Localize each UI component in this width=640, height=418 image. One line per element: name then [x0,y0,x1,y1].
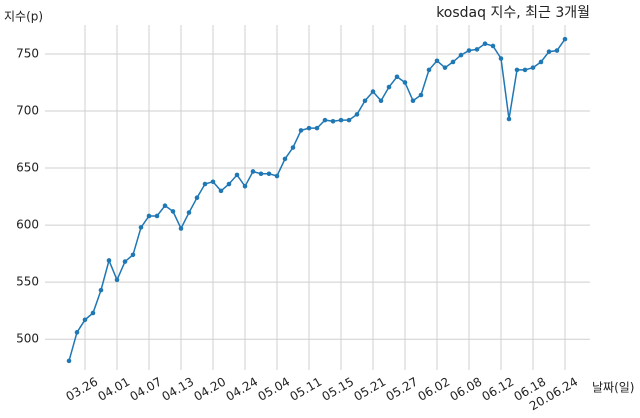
point [466,48,472,53]
point [282,156,288,162]
point [450,59,456,65]
x-tick-label: 05.04 [255,375,292,404]
line [68,38,566,362]
point [546,49,552,54]
y-tick-label: 600 [16,218,39,232]
point [130,252,136,258]
point [162,203,168,209]
point [66,358,72,364]
chart-title: kosdaq 지수, 최근 3개월 [436,5,590,21]
point [362,98,368,104]
point [386,84,392,90]
point [410,98,416,104]
x-tick-label: 04.07 [127,375,164,404]
point [378,98,384,104]
point [234,172,240,178]
point [90,310,96,316]
x-tick-label: 06.12 [479,375,516,404]
point [402,80,408,85]
point [122,259,128,264]
x-tick-label: 04.01 [95,375,132,404]
y-axis-label: 지수(p) [4,10,43,24]
point [106,258,112,263]
x-tick-label: 06.02 [415,375,452,404]
point [418,92,424,98]
point [322,117,328,123]
point [538,59,544,65]
point [218,188,224,194]
point [530,65,536,70]
y-tick-label: 700 [16,104,39,118]
y-tick-label: 500 [16,332,39,346]
point [562,36,568,42]
point [226,181,232,187]
point [186,210,192,215]
point [314,125,320,131]
point [346,117,352,123]
point [114,277,120,283]
point [170,209,176,214]
point [554,48,560,53]
point [434,58,440,64]
point [506,116,512,122]
point [482,41,488,46]
x-tick-label: 04.13 [159,375,196,404]
point [242,184,248,189]
point [394,74,400,80]
x-tick-label: 05.21 [351,375,388,404]
point [258,171,264,177]
x-axis-label: 날짜(일) [592,381,634,395]
point [306,125,312,131]
point [154,213,160,219]
point [290,145,296,150]
point [442,65,448,70]
point [474,47,480,52]
x-tick-label: 03.26 [63,375,100,404]
point [98,287,104,293]
point [274,173,280,179]
point [330,118,336,124]
x-tick-label: 05.15 [319,375,356,404]
point [146,213,152,219]
x-tick-label: 05.27 [383,375,420,404]
point [82,317,88,323]
point [74,330,80,335]
point [498,56,504,61]
point [490,43,496,49]
point [354,112,360,117]
point [250,169,256,174]
point [138,225,144,230]
x-tick-label: 05.11 [287,375,324,404]
point [370,89,376,94]
point [178,226,184,231]
point [298,128,304,133]
point [338,117,344,123]
point [266,171,272,177]
y-tick-label: 650 [16,161,39,175]
point [426,67,432,73]
point [202,181,208,187]
x-tick-label: 04.20 [191,375,228,404]
x-tick-label: 04.24 [223,375,260,404]
x-tick-label: 06.08 [447,375,484,404]
y-tick-label: 550 [16,275,39,289]
point [194,195,200,201]
point [522,67,528,73]
point [210,179,216,185]
point [458,52,464,58]
y-tick-label: 750 [16,46,39,60]
point [514,67,520,73]
